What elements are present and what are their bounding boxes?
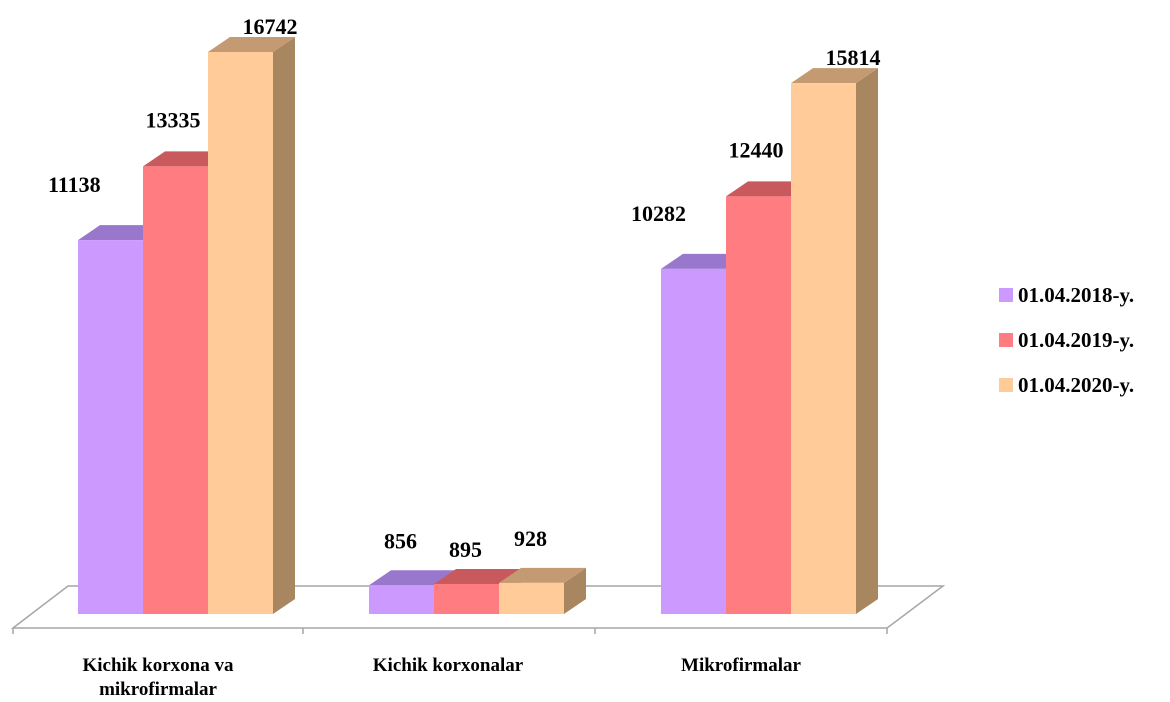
bar-front [726, 196, 791, 614]
bar-top [499, 567, 586, 583]
bar-front [661, 268, 726, 614]
legend-swatch [999, 288, 1013, 302]
data-label: 16742 [243, 14, 298, 39]
bar-top [791, 68, 878, 84]
data-label: 12440 [729, 137, 784, 162]
data-label: 895 [449, 537, 482, 562]
bar-side [273, 37, 295, 614]
bar [499, 567, 586, 614]
legend-label: 01.04.2020-y. [1018, 373, 1134, 397]
legend-swatch [999, 333, 1013, 347]
bar-top [434, 568, 521, 584]
bar [208, 37, 295, 614]
category-label: Kichik korxona va mikrofirmalar [83, 655, 234, 700]
category-labels-layer: Kichik korxona va mikrofirmalar Kichik kor… [83, 655, 802, 700]
data-label: 15814 [826, 45, 881, 70]
data-label: 13335 [146, 107, 201, 132]
bar [791, 68, 878, 614]
bar-front [434, 583, 499, 614]
bar-side [856, 68, 878, 614]
category-label: Mikrofirmalar [681, 655, 802, 676]
bar-front [143, 166, 208, 614]
bar-top [369, 570, 456, 586]
legend: 01.04.2018-y. 01.04.2019-y. 01.04.2020-y. [999, 283, 1134, 397]
data-label: 11138 [48, 172, 101, 197]
bar-top [208, 37, 295, 52]
chart-floor [10, 585, 946, 634]
bar-front [208, 52, 273, 614]
bar-front [78, 240, 143, 615]
legend-label: 01.04.2018-y. [1018, 283, 1134, 307]
data-label: 856 [384, 528, 417, 553]
category-label: Kichik korxonalar [373, 655, 524, 676]
bar-front [369, 585, 434, 614]
legend-label: 01.04.2019-y. [1018, 328, 1134, 352]
data-label: 10282 [631, 201, 686, 226]
value-labels-layer: 11138 13335 16742 856 895 928 10282 12440 15814 [48, 14, 881, 562]
data-label: 928 [514, 526, 547, 551]
bars-layer [78, 37, 878, 615]
bar-side [564, 567, 586, 614]
legend-swatch [999, 378, 1013, 392]
bar-front [791, 83, 856, 614]
bar-front [499, 582, 564, 614]
